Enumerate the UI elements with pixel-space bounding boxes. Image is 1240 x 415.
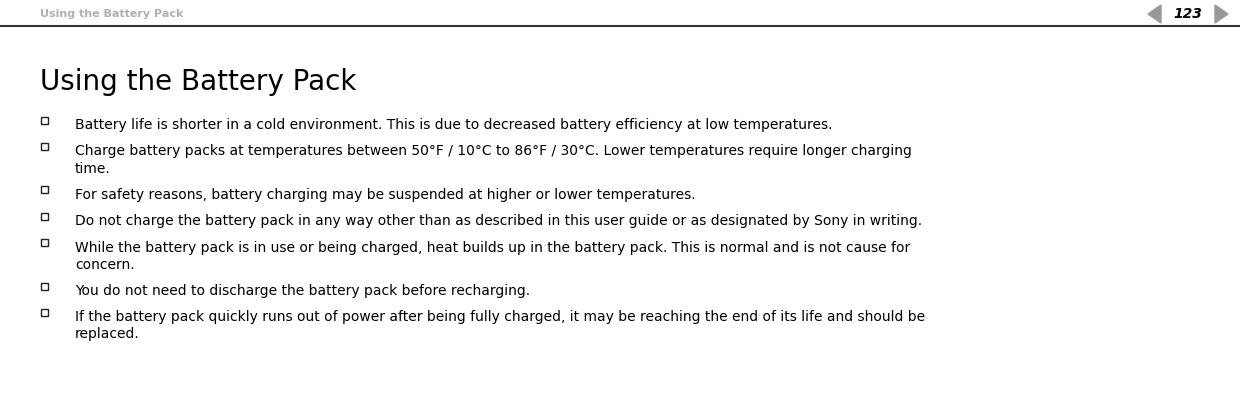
Text: Using the Battery Pack: Using the Battery Pack xyxy=(40,9,184,19)
Text: Using the Battery Pack: Using the Battery Pack xyxy=(40,68,356,96)
Text: Charge battery packs at temperatures between 50°F / 10°C to 86°F / 30°C. Lower t: Charge battery packs at temperatures bet… xyxy=(74,144,911,176)
Bar xyxy=(41,144,48,151)
Bar xyxy=(41,186,48,193)
Text: If the battery pack quickly runs out of power after being fully charged, it may : If the battery pack quickly runs out of … xyxy=(74,310,925,341)
Bar xyxy=(41,283,48,290)
Bar xyxy=(41,309,48,316)
Text: Battery life is shorter in a cold environment. This is due to decreased battery : Battery life is shorter in a cold enviro… xyxy=(74,118,832,132)
Bar xyxy=(41,213,48,220)
Text: While the battery pack is in use or being charged, heat builds up in the battery: While the battery pack is in use or bein… xyxy=(74,241,910,272)
Polygon shape xyxy=(1215,5,1228,23)
Text: For safety reasons, battery charging may be suspended at higher or lower tempera: For safety reasons, battery charging may… xyxy=(74,188,696,202)
Text: 123: 123 xyxy=(1173,7,1203,21)
Text: You do not need to discharge the battery pack before recharging.: You do not need to discharge the battery… xyxy=(74,283,531,298)
Polygon shape xyxy=(1148,5,1161,23)
Bar xyxy=(41,117,48,124)
Bar xyxy=(41,239,48,247)
Text: Do not charge the battery pack in any way other than as described in this user g: Do not charge the battery pack in any wa… xyxy=(74,214,923,228)
